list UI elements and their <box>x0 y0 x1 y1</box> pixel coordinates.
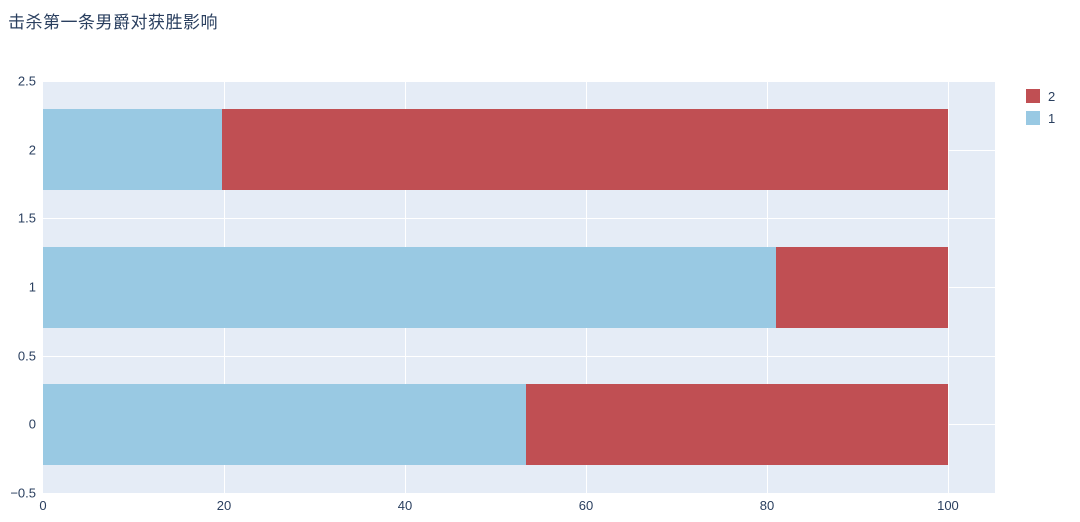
chart-title: 击杀第一条男爵对获胜影响 <box>8 13 218 32</box>
x-tick-label-40: 40 <box>397 498 413 513</box>
legend-label: 2 <box>1048 88 1056 104</box>
bar-segment-series-1-category-0[interactable] <box>43 383 527 465</box>
bar-segment-series-1-category-2[interactable] <box>43 109 223 191</box>
gridline-y-2.5 <box>43 81 995 82</box>
bar-segment-series-2-category-2[interactable] <box>222 109 948 191</box>
bar-segment-series-2-category-1[interactable] <box>776 246 948 328</box>
x-tick-label-80: 80 <box>759 498 775 513</box>
y-tick-label-0.5: 0.5 <box>17 348 36 364</box>
gridline-y-0.5 <box>43 355 995 357</box>
plot-area <box>43 81 995 493</box>
legend-swatch-icon <box>1026 89 1040 103</box>
x-tick-label-60: 60 <box>578 498 594 513</box>
x-tick-label-100: 100 <box>937 498 959 513</box>
legend-swatch-icon <box>1026 111 1040 125</box>
legend-label: 1 <box>1048 110 1056 126</box>
gridline-y-1.5 <box>43 218 995 220</box>
y-tick-label-2: 2 <box>28 142 36 158</box>
legend-item-2[interactable]: 2 <box>1026 85 1055 107</box>
y-tick-label-2.5: 2.5 <box>17 73 36 89</box>
bar-segment-series-2-category-0[interactable] <box>526 383 948 465</box>
legend-item-1[interactable]: 1 <box>1026 107 1055 129</box>
y-tick-label-0: 0 <box>28 416 36 432</box>
y-tick-label--0.5: −0.5 <box>10 485 36 501</box>
y-tick-label-1.5: 1.5 <box>17 210 36 226</box>
x-tick-label-0: 0 <box>39 498 47 513</box>
bar-segment-series-1-category-1[interactable] <box>43 246 776 328</box>
y-tick-label-1: 1 <box>28 279 36 295</box>
x-tick-label-20: 20 <box>216 498 232 513</box>
